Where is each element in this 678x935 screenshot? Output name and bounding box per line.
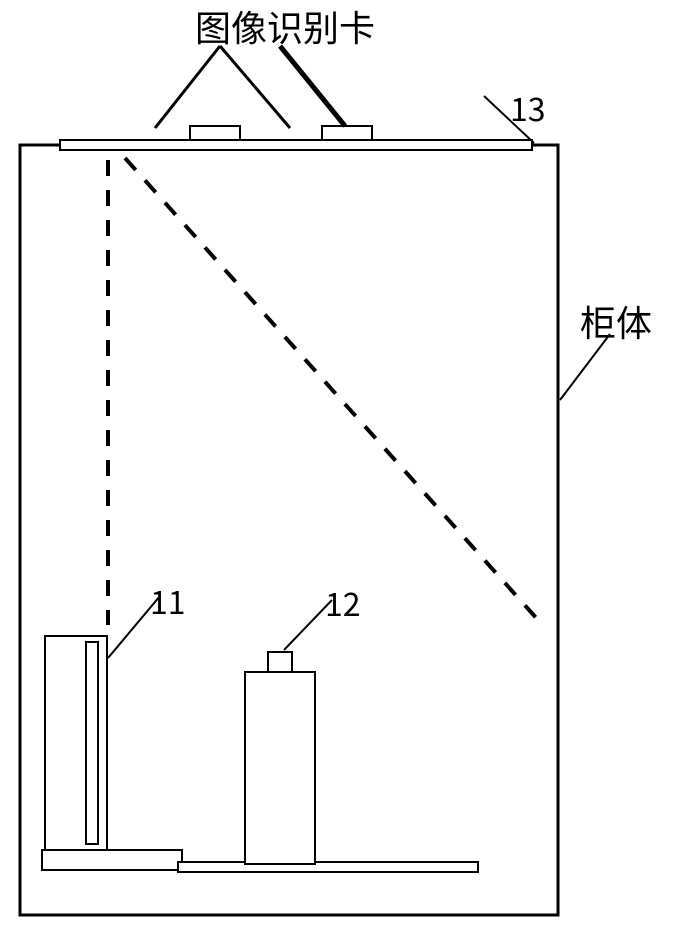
label-ref12: 12 (325, 580, 361, 626)
label-ref11: 11 (150, 578, 186, 624)
diagram-svg (0, 0, 678, 935)
label-cabinet: 柜体 (580, 295, 652, 347)
label-ref13: 13 (510, 85, 546, 131)
label-top: 图像识别卡 (195, 0, 375, 52)
